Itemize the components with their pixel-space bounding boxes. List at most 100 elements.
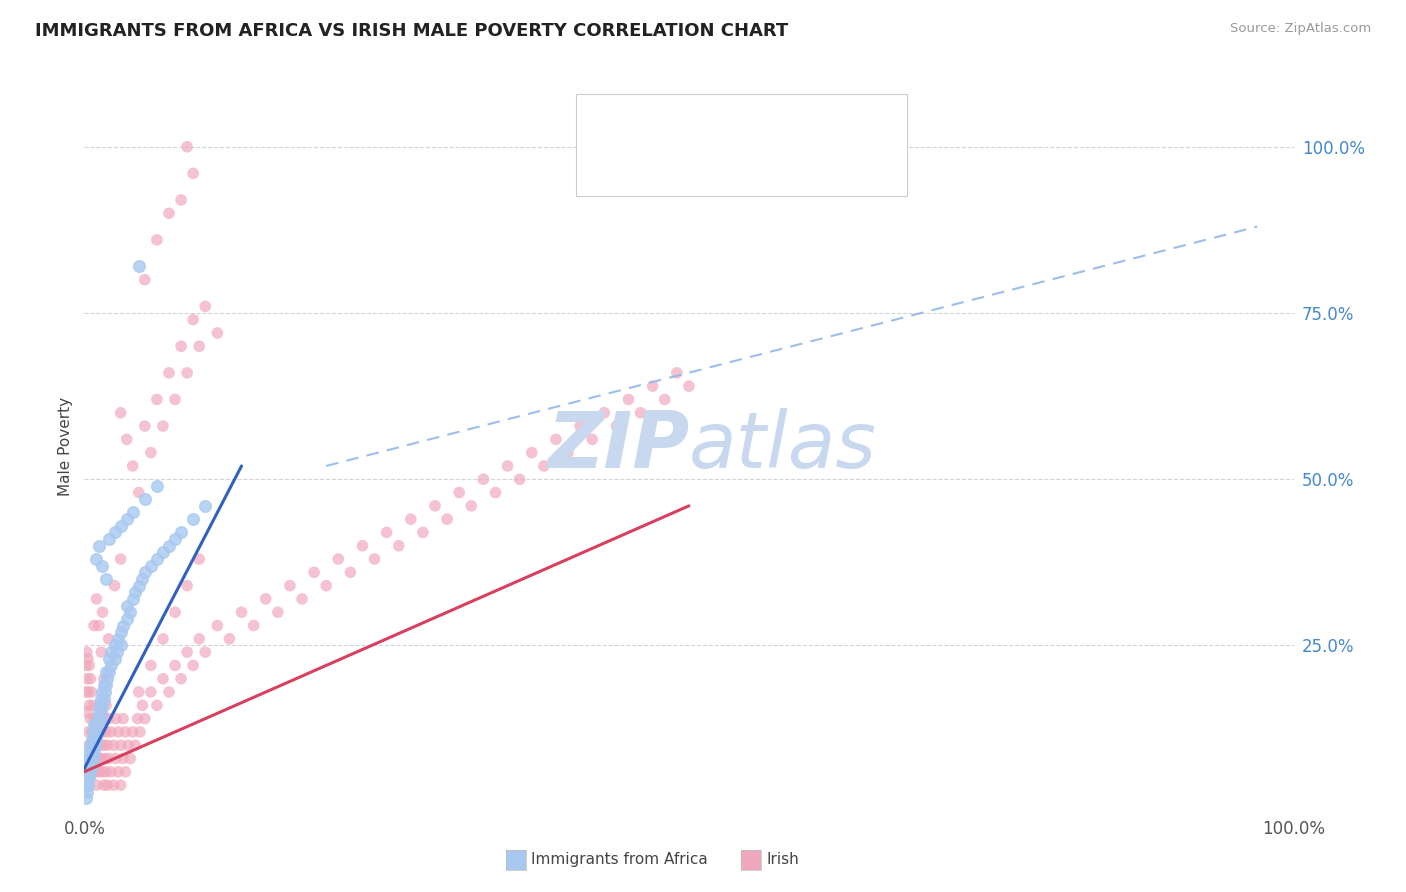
Point (90, 705, 112, 719)
Point (79, 672, 101, 686)
Point (91, 605, 114, 619)
Point (77, 658, 100, 673)
Point (87, 618, 110, 632)
Point (146, 392, 169, 407)
Point (165, 658, 187, 673)
Point (91, 698, 114, 713)
Point (84, 738, 107, 752)
Point (176, 579, 198, 593)
Point (605, 419, 627, 434)
Point (86, 751, 108, 765)
Point (267, 605, 290, 619)
Point (533, 458, 555, 473)
Point (131, 572, 153, 586)
Point (165, 392, 187, 407)
Point (254, 591, 277, 606)
Point (121, 506, 143, 520)
Point (188, 632, 211, 646)
Point (94, 712, 117, 726)
Point (128, 485, 150, 500)
Point (449, 485, 471, 500)
Point (423, 499, 446, 513)
Point (77, 698, 100, 713)
Point (157, 366, 180, 380)
Point (94, 764, 117, 779)
Point (93, 678, 115, 692)
Point (152, 545, 174, 559)
Point (139, 685, 162, 699)
Text: Irish: Irish (766, 853, 799, 867)
Point (114, 764, 136, 779)
Point (104, 751, 127, 765)
Point (134, 273, 156, 287)
Point (110, 406, 132, 420)
Point (124, 738, 146, 752)
Point (181, 166, 204, 180)
Point (89, 738, 111, 752)
Point (128, 579, 150, 593)
Point (134, 419, 156, 434)
Point (170, 672, 193, 686)
Point (91, 685, 114, 699)
Point (80, 725, 103, 739)
Point (104, 579, 127, 593)
Point (176, 366, 198, 380)
Point (97, 532, 120, 546)
Point (115, 612, 138, 626)
Point (194, 499, 217, 513)
Point (104, 712, 127, 726)
Point (110, 738, 132, 752)
Point (103, 778, 125, 792)
Point (181, 512, 204, 526)
Text: Source: ZipAtlas.com: Source: ZipAtlas.com (1230, 22, 1371, 36)
Point (83, 618, 105, 632)
Point (84, 725, 107, 739)
Point (110, 625, 132, 640)
Point (82, 698, 104, 713)
Point (77, 652, 100, 666)
Point (110, 518, 132, 533)
Point (94, 685, 117, 699)
Point (86, 591, 108, 606)
Point (509, 472, 531, 486)
Point (94, 678, 117, 692)
Point (86, 778, 108, 792)
Point (165, 605, 187, 619)
Point (91, 558, 114, 573)
Point (96, 738, 118, 752)
Point (460, 499, 482, 513)
Point (94, 698, 117, 713)
Point (97, 712, 120, 726)
Point (86, 552, 108, 566)
Point (97, 632, 120, 646)
Point (76, 672, 98, 686)
Point (87, 718, 110, 732)
Point (134, 492, 156, 507)
Point (89, 698, 111, 713)
Point (630, 406, 652, 420)
Point (80, 758, 103, 772)
Text: ZIP: ZIP (547, 408, 689, 484)
Point (484, 485, 506, 500)
Point (165, 532, 187, 546)
Point (76, 705, 98, 719)
Text: R = 0.555   N = 154: R = 0.555 N = 154 (634, 160, 817, 178)
Point (117, 738, 139, 752)
Point (82, 738, 104, 752)
Point (104, 652, 127, 666)
Point (83, 731, 105, 746)
Point (80, 745, 103, 759)
Point (105, 645, 128, 659)
Point (207, 618, 229, 632)
Point (93, 691, 115, 706)
Point (90, 751, 112, 765)
Point (115, 512, 138, 526)
Point (94, 665, 117, 679)
Point (90, 712, 112, 726)
Point (86, 725, 108, 739)
Point (375, 525, 398, 540)
Point (112, 751, 135, 765)
Point (207, 326, 229, 340)
Point (157, 206, 180, 220)
Point (103, 738, 125, 752)
